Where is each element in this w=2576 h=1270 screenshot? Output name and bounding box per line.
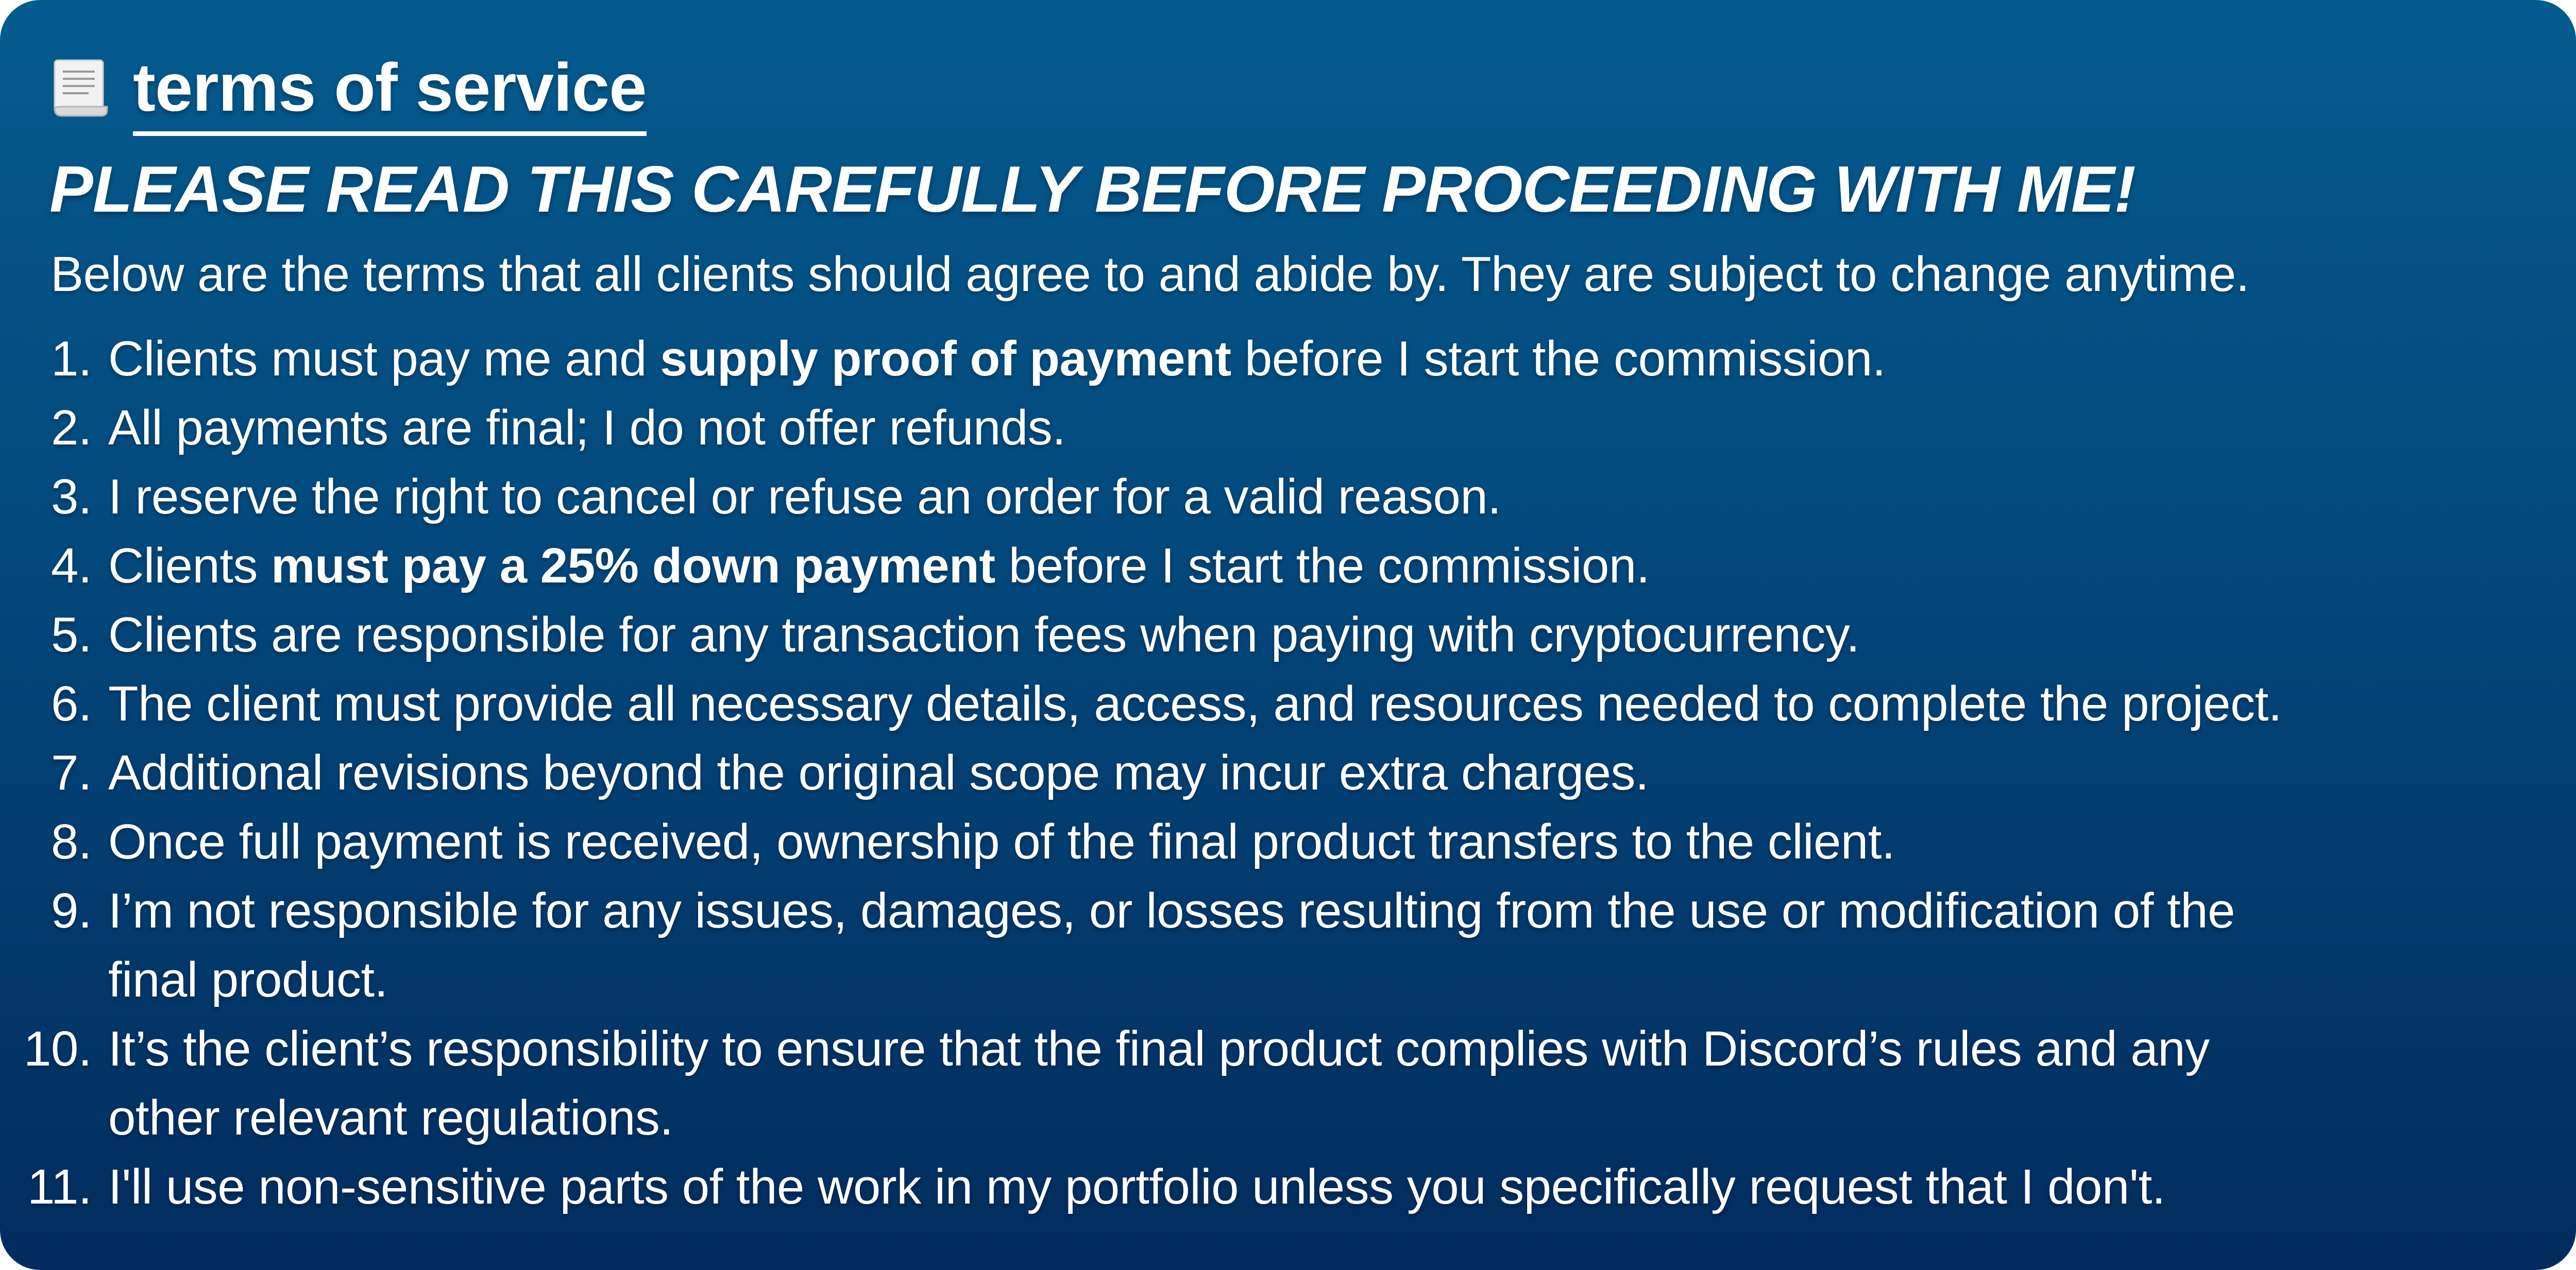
term-item-10: 10. It’s the client’s responsibility to … bbox=[0, 1015, 2550, 1153]
term-number: 2. bbox=[50, 400, 92, 455]
term-item-11: 11. I'll use non-sensitive parts of the … bbox=[0, 1153, 2550, 1222]
term-text: All payments are final; I do not offer r… bbox=[108, 400, 1066, 455]
term-item-9: 9. I’m not responsible for any issues, d… bbox=[0, 877, 2550, 1015]
term-text: Once full payment is received, ownership… bbox=[108, 814, 1895, 869]
term-item-4: 4. Clients must pay a 25% down payment b… bbox=[0, 531, 2550, 600]
term-number: 9. bbox=[50, 883, 92, 938]
term-item-7: 7. Additional revisions beyond the origi… bbox=[0, 739, 2550, 808]
term-item-5: 5. Clients are responsible for any trans… bbox=[0, 600, 2550, 670]
term-item-3: 3. I reserve the right to cancel or refu… bbox=[0, 462, 2550, 531]
term-item-1: 1. Clients must pay me and supply proof … bbox=[0, 324, 2550, 393]
term-text: The client must provide all necessary de… bbox=[108, 676, 2282, 731]
term-number: 10. bbox=[24, 1021, 92, 1076]
term-emphasis: supply proof of payment bbox=[660, 331, 1231, 386]
term-text: It’s the client’s responsibility to ensu… bbox=[108, 1021, 2210, 1145]
term-text: I'll use non-sensitive parts of the work… bbox=[108, 1159, 2165, 1214]
term-number: 7. bbox=[50, 745, 92, 800]
scroll-icon bbox=[54, 59, 108, 117]
term-number: 4. bbox=[50, 538, 92, 593]
term-text: I’m not responsible for any issues, dama… bbox=[108, 883, 2235, 1007]
term-number: 5. bbox=[50, 607, 92, 662]
warning-headline: PLEASE READ THIS CAREFULLY BEFORE PROCEE… bbox=[49, 152, 2136, 226]
intro-text: Below are the terms that all clients sho… bbox=[50, 247, 2249, 302]
term-number: 11. bbox=[27, 1159, 92, 1214]
term-number: 8. bbox=[50, 814, 92, 869]
term-item-2: 2. All payments are final; I do not offe… bbox=[0, 393, 2550, 462]
term-text: Additional revisions beyond the original… bbox=[108, 745, 1649, 800]
terms-list: 1. Clients must pay me and supply proof … bbox=[0, 324, 2550, 1222]
page-title: terms of service bbox=[133, 49, 647, 136]
term-text: I reserve the right to cancel or refuse … bbox=[108, 469, 1501, 524]
term-emphasis: must pay a 25% down payment bbox=[271, 538, 995, 593]
term-item-6: 6. The client must provide all necessary… bbox=[0, 670, 2550, 739]
term-item-8: 8. Once full payment is received, owners… bbox=[0, 808, 2550, 877]
term-number: 1. bbox=[50, 331, 92, 386]
title-row: terms of service bbox=[49, 49, 647, 136]
term-text: Clients must pay a 25% down payment befo… bbox=[108, 538, 1650, 593]
term-number: 6. bbox=[50, 676, 92, 731]
term-text: Clients are responsible for any transact… bbox=[108, 607, 1860, 662]
term-text: Clients must pay me and supply proof of … bbox=[108, 331, 1886, 386]
term-number: 3. bbox=[50, 469, 92, 524]
